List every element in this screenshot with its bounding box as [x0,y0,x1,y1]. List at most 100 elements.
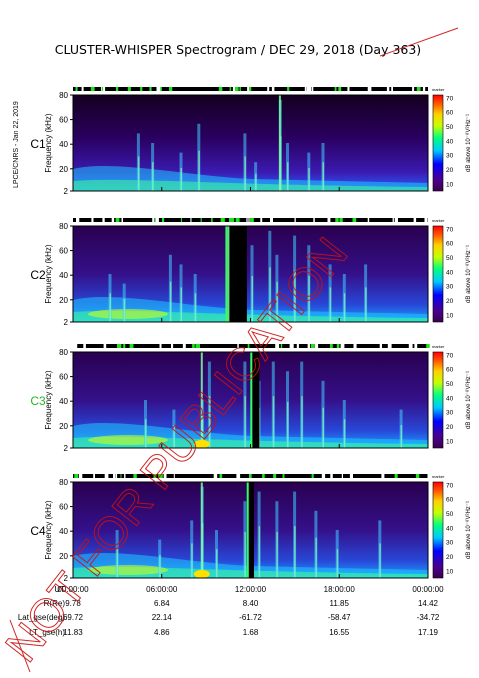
marker-strip [73,87,428,91]
colorbar-tick-label: 20 [446,298,454,305]
data-gap-edge [246,482,249,578]
ephemeris-value: 00:00:00 [412,585,444,594]
marker-tick [160,344,162,348]
marker-tick [102,218,104,222]
colorbar-label: dB above 10⁻⁸V²Hz⁻¹ [465,371,472,429]
emission-streak-core [336,549,339,578]
bright-event [200,352,203,448]
marker-tick [155,218,159,222]
ephemeris-value: 4.86 [154,628,170,637]
marker-tick [315,344,319,348]
ephemeris-value: 22.14 [152,613,173,622]
emission-streak-core [343,419,346,448]
emission-streak-core [244,396,246,448]
colorbar [432,225,444,323]
marker-tick [313,218,315,222]
colorbar-tick-label: 20 [446,424,454,431]
marker-tick [163,474,167,478]
marker-tick [427,474,429,478]
marker-tick [123,344,126,348]
colorbar-tick-label: 20 [446,554,454,561]
ephemeris-value: -58.47 [328,613,351,622]
marker-tick [152,218,155,222]
spectrogram-panel-c2: marker 80 60 40 20 2 Frequency (kHz)C2 70 60 50 40… [30,218,472,327]
marker-tick [140,87,143,91]
emission-streak-core [251,275,253,322]
marker-tick [149,87,152,91]
marker-tick [250,218,254,222]
ephemeris-value: -34.72 [417,613,440,622]
emission-streak-core [169,281,172,322]
ephemeris-label: Lat_gse(deg) [18,613,65,622]
colorbar-tick-label: 10 [446,312,454,319]
colorbar-tick-label: 20 [446,167,454,174]
marker-tick [230,218,235,222]
marker-tick [426,344,430,348]
y-axis-label: Frequency (kHz) [44,500,53,559]
marker-tick [105,474,109,478]
emission-streak-core [276,281,278,322]
marker-tick [247,87,250,91]
ephemeris-value: 12:00:00 [235,585,267,594]
colorbar-tick-label: 40 [446,525,454,532]
marker-tick [118,344,122,348]
marker-tick [161,474,163,478]
marker-tick [311,474,314,478]
side-label: LPCE/CNRS - Jan 22, 2019 [13,101,20,188]
marker-label: marker [432,344,445,349]
marker-tick [211,218,213,222]
colorbar-tick-label: 40 [446,269,454,276]
y-tick-label: 20 [59,552,68,561]
marker-tick [262,474,265,478]
marker-tick [294,218,296,222]
marker-tick [81,87,84,91]
marker-tick [104,344,107,348]
marker-tick [83,344,86,348]
ephemeris-value: 06:00:00 [146,585,178,594]
watermark-stroke [9,619,31,673]
panel-label-c3: C3 [30,394,46,408]
emission-streak-core [255,173,257,191]
colorbar-tick-label: 40 [446,395,454,402]
emission-streak-core [208,396,211,448]
emission-streak-core [116,549,119,578]
colorbar-tick-label: 50 [446,255,454,262]
marker-tick [159,87,162,91]
marker-tick [307,87,311,91]
marker-tick [367,218,370,222]
y-tick-label: 20 [59,296,68,305]
emission-streak-core [322,407,324,448]
y-tick-label: 2 [64,444,69,453]
emission-streak-core [276,531,278,578]
marker-tick [190,218,192,222]
marker-tick [270,218,273,222]
ephemeris-value: 00:00:00 [57,585,89,594]
marker-tick [200,218,202,222]
emission-streak-core [159,555,161,578]
colorbar-tick-label: 60 [446,241,454,248]
colorbar-tick-label: 60 [446,110,454,117]
marker-tick [307,344,311,348]
y-tick-label: 60 [59,503,68,512]
marker-tick [296,344,299,348]
panel-label-c2: C2 [30,268,46,282]
marker-tick [113,474,115,478]
marker-tick [415,474,420,478]
marker-tick [306,87,308,91]
y-tick-label: 80 [59,91,68,100]
marker-tick [336,218,339,222]
emission-streak-core [152,162,154,191]
y-tick-label: 20 [59,165,68,174]
marker-tick [102,87,104,91]
emission-streak-core [308,275,310,322]
emission-streak-core [329,287,332,322]
emission-streak-core [191,543,193,578]
y-tick-label: 40 [59,397,68,406]
emission-streak-core [269,267,271,322]
marker-tick [280,344,283,348]
spectrogram-panel-c3: marker 80 60 40 20 2 Frequency (kHz)C3 70 60 50 40… [30,344,472,453]
marker-tick [321,474,326,478]
colorbar-tick-label: 40 [446,138,454,145]
marker-tick [336,344,340,348]
bright-event [227,226,230,322]
